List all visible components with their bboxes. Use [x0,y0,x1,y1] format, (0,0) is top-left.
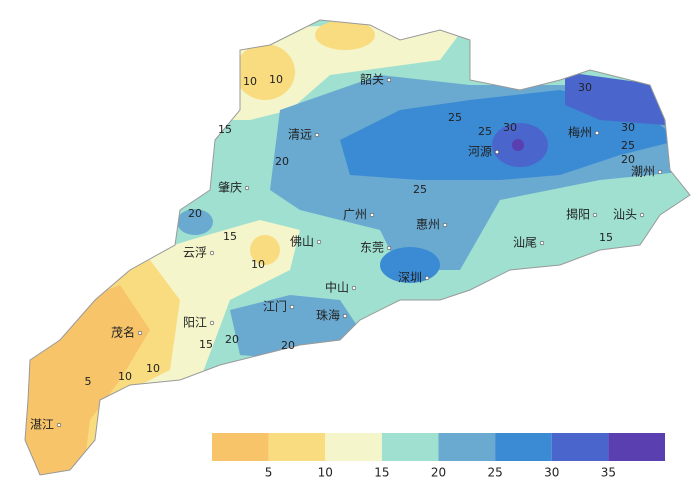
city-label: 肇庆 [218,180,242,195]
city-label: 韶关 [360,72,384,87]
city-label: 梅州 [568,125,592,140]
contour-label: 20 [275,155,289,168]
city-label: 茂名 [111,325,135,340]
contour-label: 20 [225,333,239,346]
contour-label: 20 [621,153,635,166]
city-dot [314,132,320,138]
city-dot [244,185,250,191]
city-label: 潮州 [631,164,655,179]
legend-swatch [608,433,665,461]
city-dot [442,222,448,228]
contour-label: 30 [503,121,517,134]
province-outline [24,19,691,476]
contour-label: 10 [243,75,257,88]
contour-label: 20 [281,339,295,352]
legend-swatch [495,433,552,461]
city-dot [289,304,295,310]
contour-label: 5 [85,375,92,388]
legend-tick-label: 35 [601,466,616,480]
city-label: 惠州 [416,218,440,232]
legend-tick-label: 10 [318,466,333,480]
city-dot [386,77,392,83]
contour-label: 25 [413,183,427,196]
city-dot [351,285,357,291]
contour-label: 25 [478,125,492,138]
contour-label: 10 [251,258,265,271]
contour-label: 30 [578,81,592,94]
city-dot [494,149,500,155]
legend-swatch [325,433,382,461]
legend-tick-label: 5 [265,466,273,480]
city-label: 湛江 [30,418,54,432]
city-label: 中山 [325,280,349,295]
city-label: 珠海 [316,308,340,323]
contour-label: 10 [118,370,132,383]
legend-tick-label: 20 [431,466,446,480]
city-label: 揭阳 [566,207,590,222]
legend-swatch [268,433,326,461]
city-label: 佛山 [290,235,314,249]
contour-label: 10 [269,73,283,86]
legend-swatch [381,433,439,461]
legend-tick-label: 25 [487,466,502,480]
city-dot [657,169,663,175]
city-label: 汕尾 [513,236,537,250]
city-label: 河源 [468,145,492,159]
city-label: 深圳 [398,271,422,285]
city-dot [539,240,545,246]
city-dot [592,212,598,218]
city-dot [386,245,392,251]
city-dot [137,330,143,336]
city-label: 阳江 [183,316,207,330]
contour-label: 15 [218,123,232,136]
city-label: 清远 [288,128,312,142]
legend-tick-label: 30 [544,466,559,480]
city-label: 云浮 [183,246,207,260]
legend-swatch [551,433,609,461]
city-label: 东莞 [360,241,384,255]
contour-label: 15 [599,231,613,244]
contour-label: 10 [146,362,160,375]
contour-label: 25 [448,111,462,124]
contour-label: 30 [621,121,635,134]
city-dot [369,212,375,218]
contour-label: 15 [223,230,237,243]
contour-label: 20 [188,207,202,220]
city-dot [56,422,62,428]
city-dot [316,239,322,245]
contour-label: 15 [199,338,213,351]
legend-swatch [212,433,269,461]
contour-label: 25 [621,139,635,152]
city-label: 广州 [343,208,367,222]
city-dot [639,212,645,218]
city-label: 汕头 [613,208,637,222]
city-dot [209,320,215,326]
city-dot [342,313,348,319]
city-dot [594,130,600,136]
city-dot [424,275,430,281]
city-label: 江门 [263,299,287,314]
legend-swatch [438,433,496,461]
legend-tick-label: 15 [374,466,389,480]
city-dot [209,250,215,256]
